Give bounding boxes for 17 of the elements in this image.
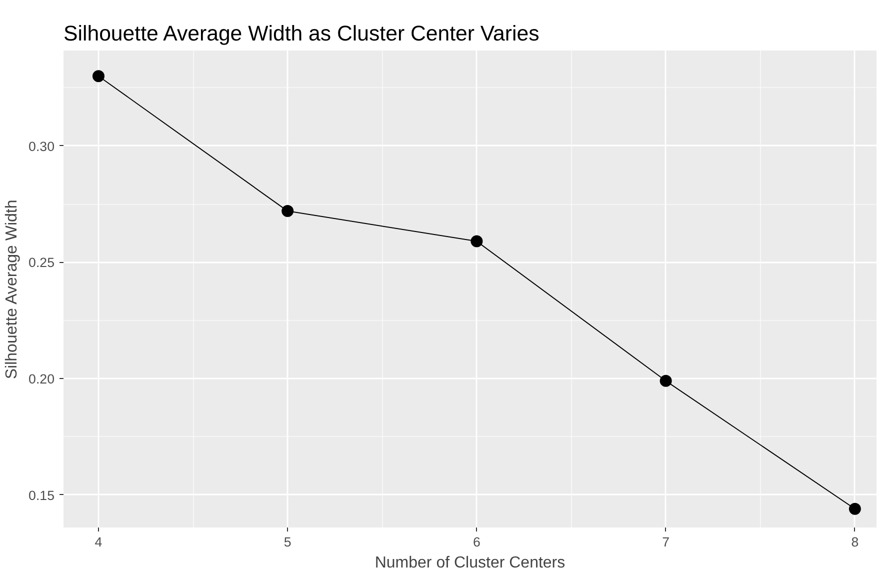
x-tick-label: 6	[473, 534, 480, 550]
point	[92, 70, 104, 82]
point	[282, 205, 294, 218]
y-tick-label: 0.20	[28, 372, 55, 387]
x-tick-label: 4	[94, 534, 103, 550]
chart-title: Silhouette Average Width as Cluster Center Varies	[64, 22, 540, 46]
point	[470, 235, 483, 248]
y-tick-label: 0.30	[28, 138, 55, 154]
point	[660, 374, 672, 387]
point	[848, 502, 861, 515]
x-axis-title: Number of Cluster Centers	[374, 554, 566, 572]
y-tick-label: 0.25	[28, 255, 55, 270]
x-tick-label: 5	[284, 534, 292, 550]
x-tick-label: 8	[851, 534, 859, 550]
y-axis-title: Silhouette Average Width	[4, 200, 21, 380]
x-tick-label: 7	[662, 534, 670, 550]
y-tick-label: 0.15	[28, 488, 55, 503]
